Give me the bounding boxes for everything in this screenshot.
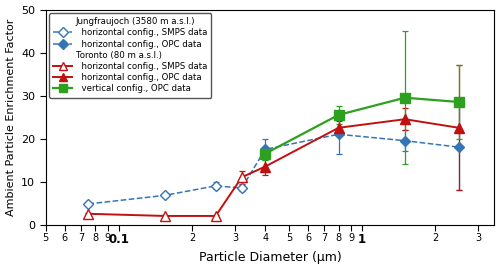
Legend: Jungfraujoch (3580 m a.s.l.),   horizontal config., SMPS data,   horizontal conf: Jungfraujoch (3580 m a.s.l.), horizontal… (49, 13, 211, 97)
X-axis label: Particle Diameter (μm): Particle Diameter (μm) (198, 251, 342, 264)
Y-axis label: Ambient Particle Enrichment Factor: Ambient Particle Enrichment Factor (6, 18, 16, 216)
